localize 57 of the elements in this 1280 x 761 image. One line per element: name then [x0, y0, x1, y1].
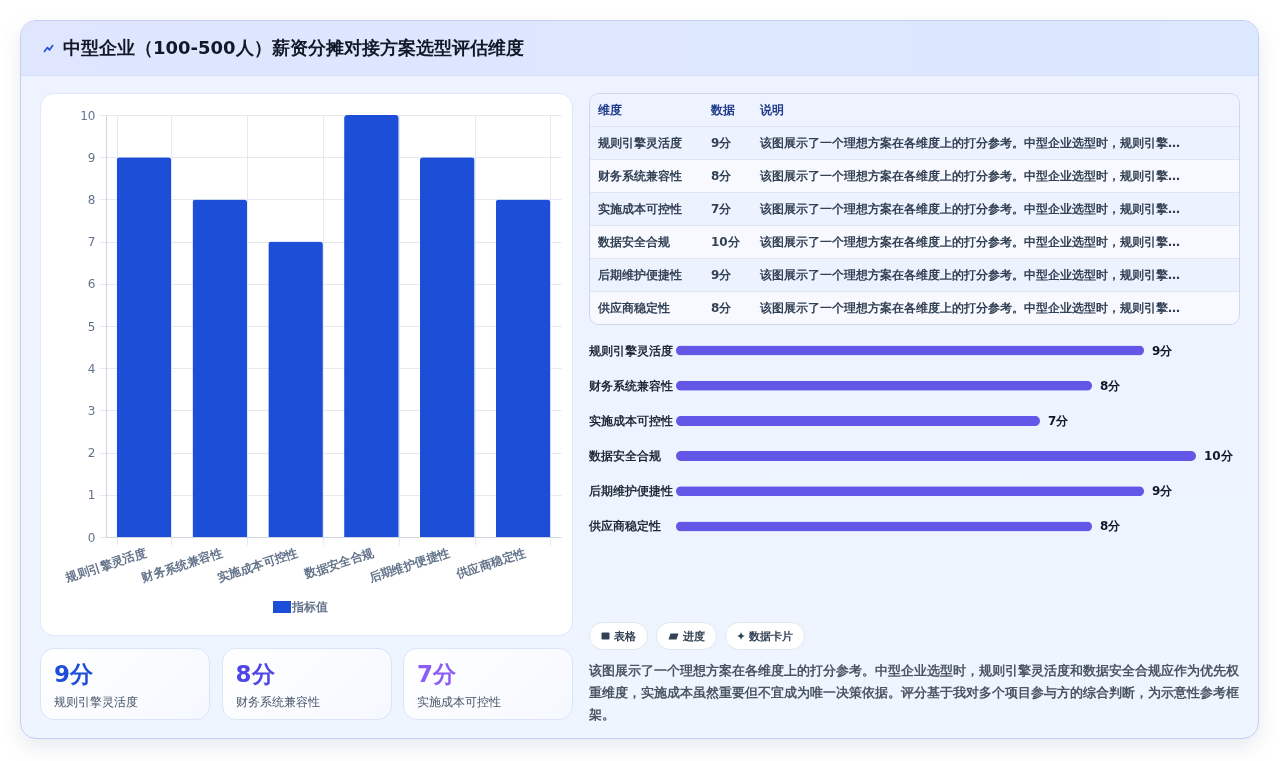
bar [419, 157, 475, 537]
y-tick-label: 6 [87, 277, 96, 292]
text: 8分 [703, 292, 752, 324]
bar [676, 415, 1040, 426]
y-tick-label: 后期维护便捷性 [587, 484, 673, 499]
text: 中型企业（100-500人）薪资分摊对接方案选型评估维度 [63, 36, 524, 60]
data-label: 8分 [1100, 519, 1122, 534]
text: 8分 [703, 160, 752, 193]
text: 8分 [235, 660, 275, 689]
y-tick-label: 3 [87, 403, 96, 418]
y-tick-label: 8 [87, 192, 96, 207]
bar [268, 241, 323, 537]
y-tick-label: 财务系统兼容性 [587, 378, 673, 393]
text: 7分 [417, 660, 457, 689]
text: 该图展示了一个理想方案在各维度上的打分参考。中型企业选型时，规则引擎… [752, 292, 1239, 324]
tab-button: 进度 [656, 622, 717, 650]
text: 该图展示了一个理想方案在各维度上的打分参考。中型企业选型时，规则引擎… [752, 226, 1239, 259]
legend-label: 指标值 [291, 600, 328, 614]
y-tick-label: 规则引擎灵活度 [587, 343, 673, 358]
text: 9分 [703, 259, 752, 292]
y-tick-label: 10 [80, 108, 96, 123]
data-label: 9分 [1152, 343, 1174, 358]
text: 7分 [703, 193, 752, 226]
bar [676, 451, 1196, 462]
y-tick-label: 1 [87, 488, 96, 503]
text: 9分 [54, 660, 94, 689]
y-tick-label: 供应商稳定性 [587, 519, 661, 534]
y-tick-label: 7 [87, 235, 96, 250]
bar [192, 199, 248, 537]
text: 10分 [703, 226, 752, 259]
text: 该图展示了一个理想方案在各维度上的打分参考。中型企业选型时，规则引擎… [752, 127, 1239, 160]
tab-button: 表格 [589, 622, 648, 650]
data-label: 8分 [1100, 378, 1122, 393]
y-tick-label: 实施成本可控性 [588, 413, 673, 428]
y-tick-label: 9 [87, 150, 96, 165]
tab-button: 数据卡片 [725, 622, 805, 650]
text: 维度 [590, 94, 703, 127]
text: 数据 [703, 94, 752, 127]
text: 该图展示了一个理想方案在各维度上的打分参考。中型企业选型时，规则引擎… [752, 160, 1239, 193]
text: 该图展示了一个理想方案在各维度上的打分参考。中型企业选型时，规则引擎灵活度和数据安全合规应作为优先权重维度，实施成本虽然重要但不宜成为唯一决策依据。评分基于我对多个项目参与方的综合判断，为示意性参考框架。 [589, 662, 1240, 724]
data-label: 9分 [1152, 484, 1174, 499]
x-tick-label: 供应商稳定性 [453, 545, 528, 582]
text: 9分 [703, 127, 752, 160]
text: 该图展示了一个理想方案在各维度上的打分参考。中型企业选型时，规则引擎… [752, 259, 1239, 292]
text: 财务系统兼容性 [235, 694, 320, 711]
y-tick-label: 5 [87, 319, 96, 334]
bar [116, 157, 172, 537]
y-tick-label: 0 [87, 530, 96, 545]
data-label: 10分 [1204, 449, 1234, 464]
y-tick-label: 2 [87, 446, 96, 461]
text: 该图展示了一个理想方案在各维度上的打分参考。中型企业选型时，规则引擎… [752, 193, 1239, 226]
text: 说明 [752, 94, 1239, 127]
bar [495, 199, 551, 537]
text: 实施成本可控性 [417, 694, 501, 711]
y-tick-label: 4 [87, 361, 96, 376]
data-label: 7分 [1048, 413, 1070, 428]
y-tick-label: 数据安全合规 [587, 449, 662, 464]
